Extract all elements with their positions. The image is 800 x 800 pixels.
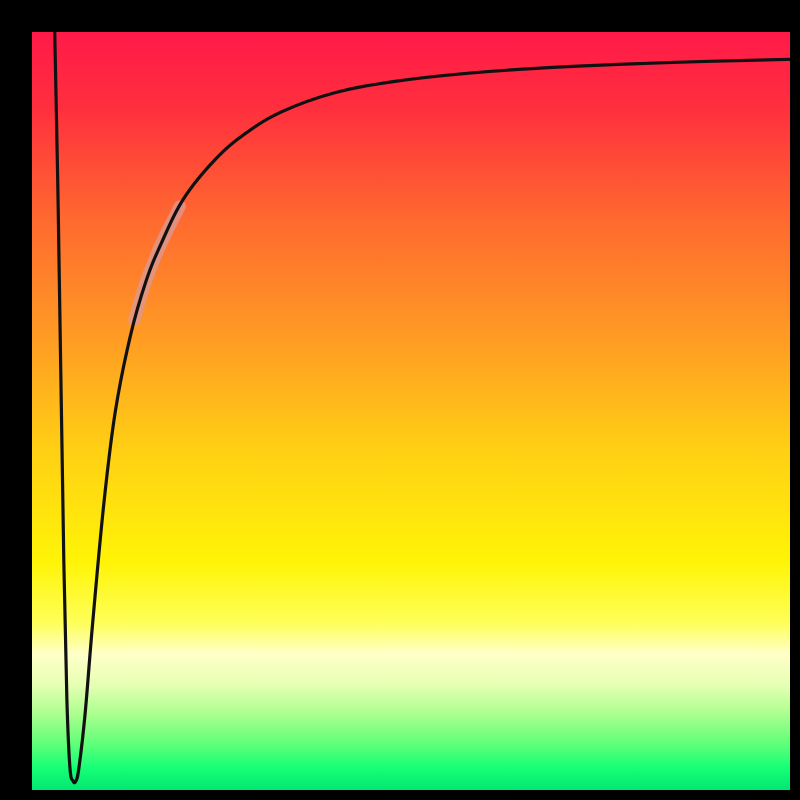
bottleneck-curve <box>55 32 790 783</box>
plot-area <box>32 32 790 790</box>
highlight-segment <box>134 206 179 320</box>
chart-container: { "attribution": "TheBottleneck.com", "l… <box>0 0 800 800</box>
curve-svg <box>32 32 790 790</box>
